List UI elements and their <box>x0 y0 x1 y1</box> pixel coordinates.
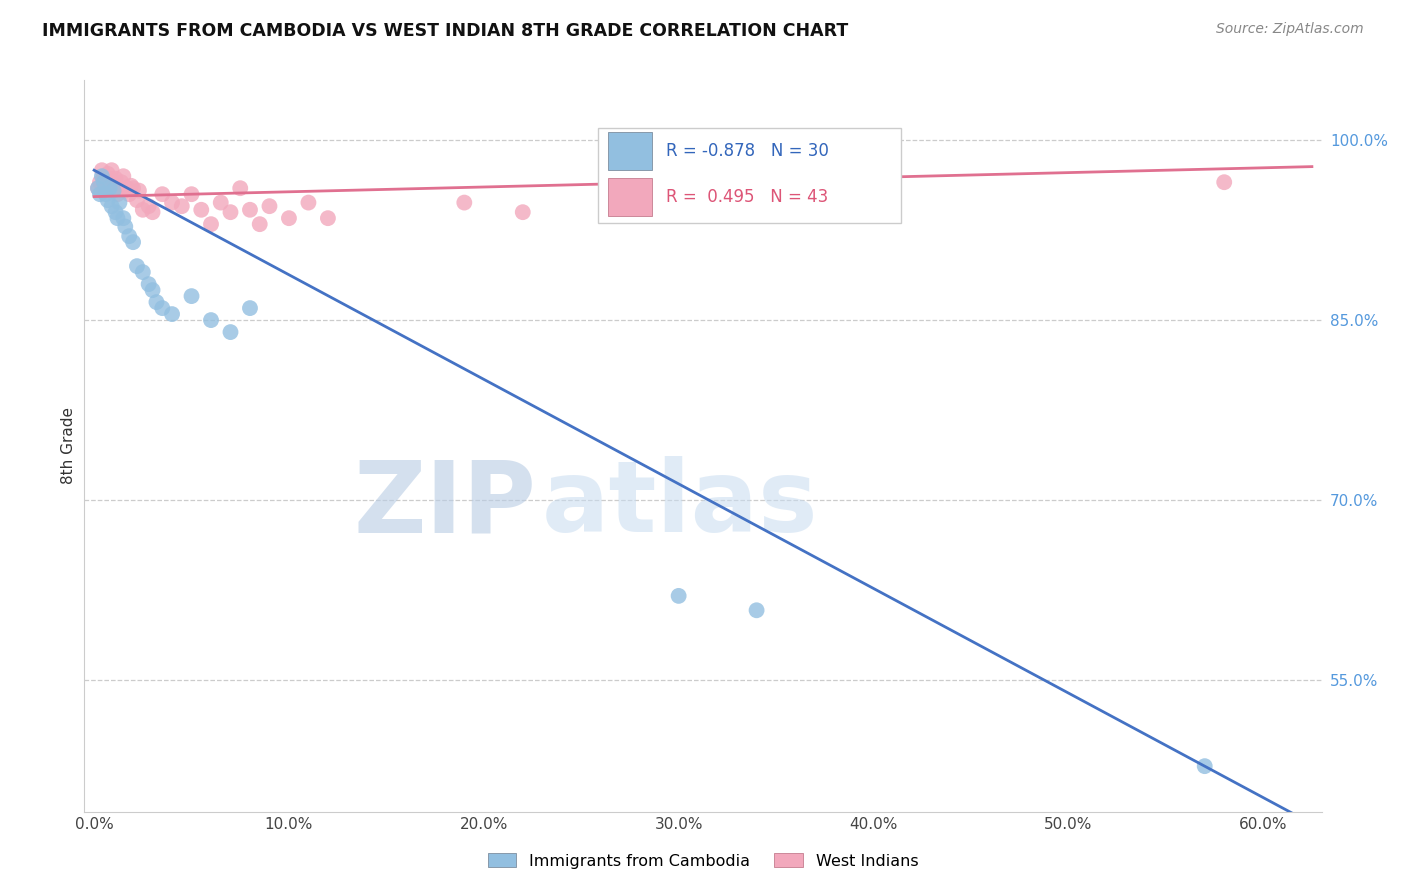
Point <box>97 167 120 181</box>
Point <box>142 205 165 219</box>
Point <box>100 199 122 213</box>
Point <box>103 181 125 195</box>
Text: Source: ZipAtlas.com: Source: ZipAtlas.com <box>1216 22 1364 37</box>
Point <box>249 217 271 231</box>
Point <box>90 163 112 178</box>
Point <box>104 205 127 219</box>
Point <box>138 199 160 213</box>
Point <box>668 589 690 603</box>
Point <box>138 277 160 292</box>
Point <box>103 184 125 198</box>
FancyBboxPatch shape <box>607 178 652 217</box>
Point <box>180 289 202 303</box>
Text: R = -0.878   N = 30: R = -0.878 N = 30 <box>666 142 828 161</box>
Point <box>87 181 110 195</box>
Point <box>219 205 242 219</box>
Point <box>132 265 155 279</box>
Point <box>89 175 111 189</box>
Point <box>122 235 145 249</box>
Point <box>93 184 115 198</box>
Point <box>87 181 110 195</box>
Point <box>104 171 127 186</box>
Point <box>180 187 202 202</box>
Point <box>145 295 167 310</box>
Point <box>1194 759 1216 773</box>
Point <box>239 202 262 217</box>
Point <box>229 181 252 195</box>
Point <box>90 169 112 184</box>
Point <box>125 259 148 273</box>
Point <box>190 202 212 217</box>
Point <box>259 199 281 213</box>
Point <box>115 181 138 195</box>
Point <box>297 195 319 210</box>
Text: atlas: atlas <box>543 456 818 553</box>
Point <box>239 301 262 315</box>
Text: R =  0.495   N = 43: R = 0.495 N = 43 <box>666 188 828 206</box>
Point <box>108 195 131 210</box>
Text: IMMIGRANTS FROM CAMBODIA VS WEST INDIAN 8TH GRADE CORRELATION CHART: IMMIGRANTS FROM CAMBODIA VS WEST INDIAN … <box>42 22 848 40</box>
Point <box>93 175 115 189</box>
Point <box>97 193 120 207</box>
Point <box>93 169 115 184</box>
Point <box>98 181 121 195</box>
Point <box>453 195 475 210</box>
Point <box>132 202 155 217</box>
Point <box>107 187 129 202</box>
FancyBboxPatch shape <box>598 128 901 223</box>
Point <box>170 199 193 213</box>
Point <box>150 301 173 315</box>
Text: ZIP: ZIP <box>353 456 536 553</box>
Point <box>107 211 129 226</box>
Point <box>209 195 232 210</box>
Point <box>108 181 131 195</box>
Point <box>278 211 301 226</box>
Point <box>110 175 132 189</box>
Point <box>98 171 121 186</box>
Point <box>122 181 145 195</box>
Point <box>94 175 117 189</box>
Point <box>1213 175 1236 189</box>
Point <box>118 229 141 244</box>
Point <box>114 184 136 198</box>
FancyBboxPatch shape <box>607 132 652 170</box>
Point <box>94 187 117 202</box>
Point <box>160 195 183 210</box>
Point <box>200 217 222 231</box>
Point <box>89 187 111 202</box>
Point <box>112 169 135 184</box>
Point <box>118 187 141 202</box>
Point <box>316 211 339 226</box>
Legend: Immigrants from Cambodia, West Indians: Immigrants from Cambodia, West Indians <box>481 847 925 875</box>
Point <box>114 219 136 234</box>
Point <box>200 313 222 327</box>
Point <box>112 211 135 226</box>
Point <box>150 187 173 202</box>
Point <box>128 184 150 198</box>
Point <box>125 193 148 207</box>
Point <box>160 307 183 321</box>
Point <box>120 178 142 193</box>
Point <box>512 205 534 219</box>
Point <box>100 163 122 178</box>
Point <box>142 283 165 297</box>
Point <box>745 603 768 617</box>
Point <box>219 325 242 339</box>
Y-axis label: 8th Grade: 8th Grade <box>60 408 76 484</box>
